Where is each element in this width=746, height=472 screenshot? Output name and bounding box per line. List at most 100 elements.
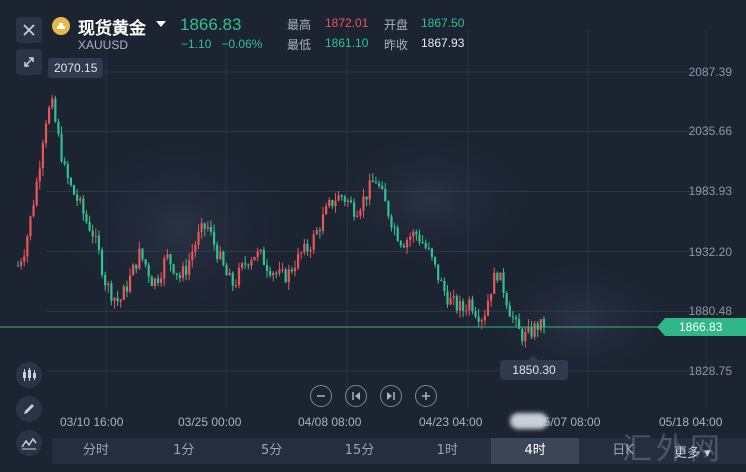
scroll-back-button[interactable] bbox=[345, 385, 367, 407]
candle-body bbox=[446, 291, 449, 305]
instrument-name[interactable]: 现货黄金 bbox=[78, 19, 146, 39]
candle-body bbox=[26, 236, 29, 257]
indicator-button[interactable] bbox=[16, 430, 42, 456]
change-value: −1.10 bbox=[181, 37, 212, 51]
candle-body bbox=[203, 223, 206, 229]
candle-body bbox=[216, 244, 219, 259]
tab-15min[interactable]: 15分 bbox=[344, 443, 375, 458]
candle-body bbox=[427, 247, 430, 249]
candle-body bbox=[412, 231, 415, 237]
candle-body bbox=[222, 251, 225, 265]
candle-body bbox=[188, 260, 191, 275]
candle-body bbox=[275, 272, 278, 274]
candle-body bbox=[486, 300, 490, 316]
candle-body bbox=[533, 323, 536, 337]
candle-body bbox=[452, 296, 455, 298]
chevron-down-icon[interactable] bbox=[156, 21, 166, 27]
candle-body bbox=[505, 293, 508, 306]
y-tick-label: 1932.20 bbox=[688, 245, 732, 259]
pencil-icon bbox=[24, 404, 34, 414]
close-button[interactable] bbox=[16, 17, 42, 43]
candle-body bbox=[147, 264, 150, 277]
more-button[interactable]: 更多 ▾ bbox=[674, 442, 711, 461]
tab-daily[interactable]: 日K bbox=[612, 443, 634, 458]
zoom-in-button[interactable] bbox=[415, 385, 437, 407]
tab-1h[interactable]: 1时 bbox=[436, 443, 458, 458]
candle-body bbox=[318, 230, 322, 232]
candle-body bbox=[306, 243, 309, 252]
candle-body bbox=[76, 194, 79, 201]
open-label: 开盘 bbox=[384, 18, 409, 32]
more-label: 更多 bbox=[674, 446, 701, 461]
candle-body bbox=[527, 326, 530, 332]
candle-body bbox=[113, 297, 116, 301]
candle-body bbox=[396, 227, 399, 242]
candle-body bbox=[477, 316, 480, 322]
zoom-out-button[interactable] bbox=[310, 385, 332, 407]
tab-4h[interactable]: 4时 bbox=[491, 438, 580, 464]
candle-body bbox=[359, 210, 362, 216]
candle-body bbox=[321, 214, 325, 231]
candle-body bbox=[437, 264, 440, 281]
gold-coin-icon bbox=[52, 17, 70, 35]
candle-body bbox=[312, 234, 315, 250]
candle-body bbox=[300, 252, 303, 254]
candle-body bbox=[160, 278, 163, 283]
prev-close-label: 昨收 bbox=[384, 38, 409, 52]
candle-body bbox=[458, 301, 462, 311]
high-label: 最高 bbox=[287, 18, 312, 32]
candle-body bbox=[518, 319, 521, 329]
candle-body bbox=[234, 285, 237, 287]
candle-body bbox=[334, 200, 337, 207]
candle-body bbox=[449, 297, 452, 305]
draw-button[interactable] bbox=[16, 396, 42, 422]
candle-body bbox=[51, 98, 54, 108]
candle-body bbox=[23, 256, 26, 262]
instrument-symbol: XAUUSD bbox=[78, 38, 129, 52]
candle-body bbox=[209, 226, 213, 232]
candle-body bbox=[256, 251, 259, 257]
candle-body bbox=[144, 259, 147, 265]
change-percent: −0.06% bbox=[221, 37, 263, 51]
candle-body bbox=[219, 251, 222, 259]
tab-timeline[interactable]: 分时 bbox=[82, 443, 109, 458]
candle-body bbox=[272, 272, 275, 276]
candle-body bbox=[150, 276, 153, 287]
candle-body bbox=[250, 260, 253, 266]
next-icon bbox=[387, 392, 395, 400]
candle-body bbox=[287, 269, 290, 283]
redacted-area bbox=[510, 413, 548, 429]
candle-body bbox=[483, 315, 486, 321]
candle-body bbox=[374, 182, 378, 184]
candle-body bbox=[38, 168, 41, 182]
candle-body bbox=[200, 223, 203, 232]
candle-body bbox=[499, 272, 502, 281]
tab-5min[interactable]: 5分 bbox=[260, 443, 283, 458]
candle-body bbox=[107, 283, 110, 286]
last-price: 1866.83 bbox=[180, 15, 242, 34]
candlestick-style-button[interactable] bbox=[16, 362, 42, 388]
candle-body bbox=[178, 274, 181, 279]
tab-1min[interactable]: 1分 bbox=[173, 443, 195, 458]
candle-body bbox=[163, 258, 166, 279]
expand-button[interactable] bbox=[16, 49, 42, 75]
left-toolbar bbox=[0, 0, 46, 472]
zoom-in-icon bbox=[422, 392, 430, 400]
high-value: 1872.01 bbox=[325, 16, 369, 30]
candle-body bbox=[128, 275, 132, 292]
candle-body bbox=[237, 267, 241, 286]
scroll-forward-button[interactable] bbox=[380, 385, 402, 407]
candle-body bbox=[514, 317, 518, 320]
candle-body bbox=[521, 328, 524, 342]
candle-body bbox=[530, 326, 533, 337]
candle-body bbox=[169, 254, 172, 265]
current-price-tag: 1866.83 bbox=[657, 318, 746, 336]
candle-body bbox=[493, 272, 496, 294]
candle-body bbox=[100, 249, 104, 275]
candle-body bbox=[278, 269, 281, 274]
candle-body bbox=[421, 242, 424, 244]
candle-body bbox=[125, 286, 129, 292]
candle-body bbox=[461, 301, 465, 311]
